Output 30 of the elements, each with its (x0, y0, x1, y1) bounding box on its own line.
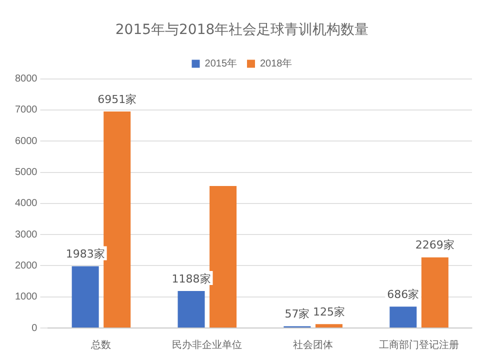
data-label: 6951家 (98, 92, 137, 106)
legend-label: 2018年 (260, 58, 292, 70)
x-tick-label: 总数 (90, 338, 112, 351)
y-tick-label: 5000 (14, 167, 38, 178)
x-tick-label: 工商部门登记注册 (379, 338, 460, 351)
y-tick-label: 3000 (14, 229, 38, 240)
bar (390, 306, 417, 328)
data-label: 686家 (387, 288, 420, 301)
data-label: 1188家 (172, 272, 211, 286)
x-tick-label: 民办非企业单位 (172, 338, 242, 351)
data-label: 2269家 (415, 238, 454, 252)
bar (210, 186, 237, 328)
data-label: 1983家 (66, 248, 105, 261)
y-tick-label: 2000 (14, 260, 38, 272)
bar (315, 324, 342, 328)
y-tick-label: 0 (32, 322, 38, 334)
bar (72, 266, 99, 328)
legend-label: 2015年 (204, 58, 238, 70)
bar (421, 257, 448, 328)
chart-title: 2015年与2018年社会足球青训机构数量 (115, 22, 369, 38)
y-tick-label: 7000 (14, 104, 38, 116)
bar (104, 111, 131, 328)
y-tick-label: 4000 (14, 198, 38, 210)
y-tick-label: 6000 (14, 136, 38, 147)
y-tick-label: 1000 (14, 292, 38, 303)
y-tick-label: 8000 (14, 74, 38, 85)
data-label: 57家 (284, 308, 310, 321)
bar (178, 290, 205, 328)
x-tick-label: 社会团体 (293, 338, 334, 351)
data-label: 125家 (312, 305, 345, 318)
